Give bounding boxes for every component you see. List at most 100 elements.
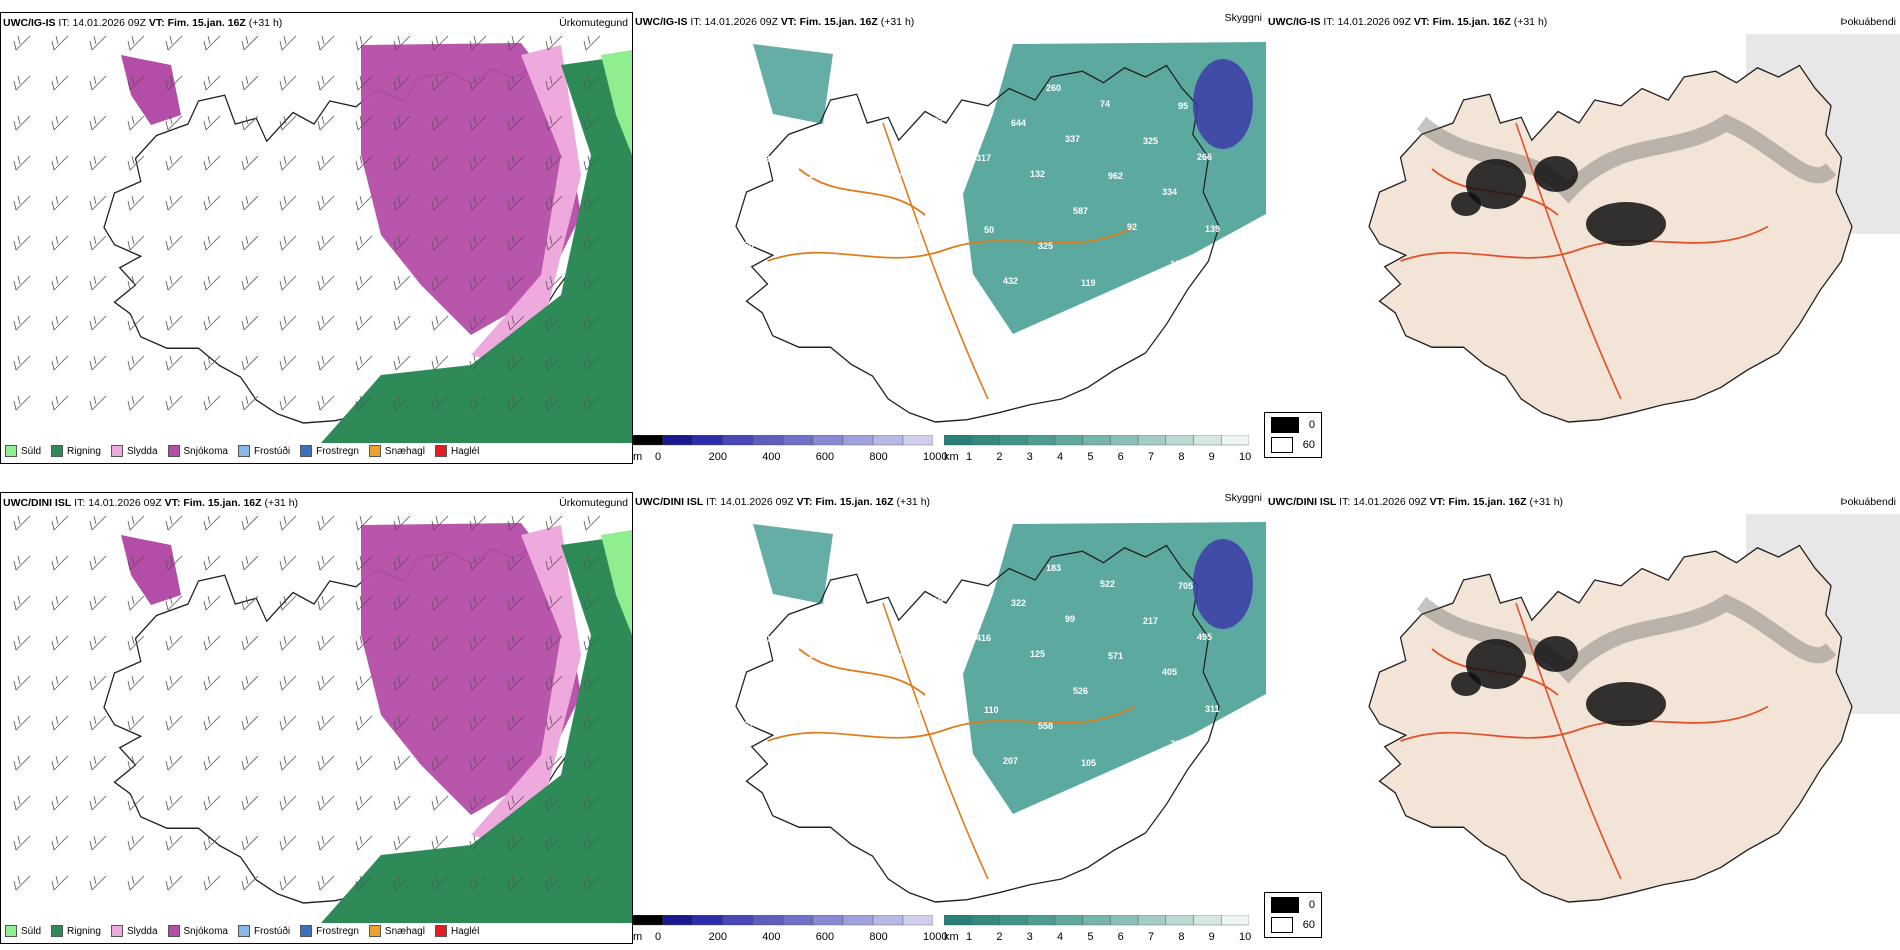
legend-label: Rigning	[67, 445, 101, 457]
colorbar-tick-label: 2	[996, 451, 1003, 463]
wind-barb	[89, 795, 107, 811]
legend-item: Rigning	[51, 445, 101, 457]
legend-item: Rigning	[51, 925, 101, 937]
colorbar-tick-label: 1000	[923, 451, 948, 463]
wind-barb	[89, 875, 107, 891]
fog-legend-row: 60	[1271, 437, 1315, 453]
colorbar-tick-label: 800	[869, 451, 888, 463]
wind-barb	[545, 195, 563, 211]
colorbar-segment	[1054, 914, 1083, 926]
colorbar-segment	[1026, 914, 1056, 926]
wind-barb	[127, 595, 145, 611]
cloud-base-label: 207	[1003, 756, 1018, 766]
init-time: 14.01.2026 09Z	[704, 16, 778, 28]
cloud-base-label: 92	[1127, 222, 1137, 232]
wind-barb	[89, 115, 107, 131]
wind-barb	[355, 595, 373, 611]
wind-barb	[393, 235, 411, 251]
wind-barb	[13, 235, 31, 251]
cloud-base-label: 248	[782, 277, 797, 287]
colorbar-segment	[722, 434, 754, 446]
wind-barb	[545, 115, 563, 131]
legend-label: Snjókoma	[183, 925, 228, 937]
wind-barb	[469, 715, 487, 731]
legend-swatch	[434, 445, 447, 457]
wind-barb	[165, 675, 183, 691]
cloud-base-label: 350	[755, 634, 770, 644]
colorbar-tick-label: 7	[1148, 931, 1155, 943]
legend-swatch	[51, 925, 64, 937]
cloud-base-label: 644	[1011, 118, 1026, 128]
wind-barb	[89, 155, 107, 171]
colorbar-strip	[943, 914, 1250, 926]
cloud-base-label: 212	[774, 205, 789, 215]
colorbar-strip	[632, 434, 934, 446]
wind-barb	[545, 155, 563, 171]
colorbar-segment	[971, 914, 1000, 926]
wind-barb	[127, 715, 145, 731]
wind-barb	[241, 235, 259, 251]
dense-fog-area	[1466, 639, 1526, 689]
cloud-base-label: 197	[879, 580, 894, 590]
wind-barb	[317, 675, 335, 691]
wind-barb	[393, 755, 411, 771]
wind-barb	[127, 635, 145, 651]
colorbar-segment	[752, 914, 784, 926]
wind-barb	[241, 115, 259, 131]
fog-gradient	[1416, 114, 1837, 204]
legend-item: Frostregn	[300, 445, 359, 457]
wind-barb	[355, 355, 373, 371]
wind-barb	[279, 795, 297, 811]
wind-barb	[469, 395, 487, 411]
wind-barb	[583, 755, 601, 771]
valid-time: Fim. 15.jan. 16Z	[799, 16, 878, 28]
wind-barb	[583, 635, 601, 651]
cloud-base-label: 325	[1038, 241, 1053, 251]
wind-barb	[355, 75, 373, 91]
wind-barb	[431, 315, 449, 331]
wind-barb	[393, 395, 411, 411]
legend-swatch	[51, 445, 64, 457]
wind-barb	[469, 555, 487, 571]
cloud-base-label: 110	[984, 705, 999, 715]
colorbar-segment	[1193, 914, 1222, 926]
cloud-base-label: 432	[1003, 276, 1018, 286]
dense-fog-area	[1534, 636, 1578, 672]
precip-legend: Súld Rigning Slydda Snjókoma Frostúði Frostre…	[5, 925, 489, 937]
wind-barb	[507, 395, 525, 411]
colorbar-tick-label: 0	[655, 451, 662, 463]
wind-barb	[583, 195, 601, 211]
lead-time: (+31 h)	[1529, 496, 1564, 508]
colorbar-unit: km	[944, 931, 959, 943]
colorbar-segment	[1026, 434, 1056, 446]
cloud-base-label: 860	[739, 240, 754, 250]
cloudbase-colorbar: m 0 200 400 600 800 1000	[632, 434, 947, 465]
cloud-base-label: 497	[712, 597, 727, 607]
legend-item: Súld	[5, 445, 41, 457]
wind-barb	[393, 195, 411, 211]
panel-title: Þokuábendi	[1840, 16, 1896, 28]
vt-label: VT:	[796, 496, 813, 508]
wind-barb	[431, 835, 449, 851]
panel-title: Skyggni	[1224, 12, 1262, 24]
colorbar-segment	[782, 914, 814, 926]
lead-time: (+31 h)	[1513, 16, 1548, 28]
wind-barb	[203, 755, 221, 771]
wind-barb	[127, 195, 145, 211]
colorbar-segment	[812, 914, 844, 926]
wind-barb	[583, 555, 601, 571]
visibility-colorbar: km 1 2 3 4 5 6 7 8 9 10	[943, 434, 1254, 465]
snow-area	[121, 55, 181, 125]
cloud-base-label: 213	[747, 562, 762, 572]
cloud-base-label: 273	[844, 135, 859, 145]
wind-barb	[127, 275, 145, 291]
wind-barb	[317, 195, 335, 211]
cloud-base-label: 369	[968, 81, 983, 91]
cloud-base-label: 122	[712, 117, 727, 127]
vt-label: VT:	[164, 497, 181, 509]
wind-barb	[89, 35, 107, 51]
colorbar-tick-label: 1	[966, 931, 973, 943]
cloud-base-label: 19	[933, 596, 943, 606]
cloud-base-label: 95	[1178, 101, 1188, 111]
wind-barb	[431, 155, 449, 171]
